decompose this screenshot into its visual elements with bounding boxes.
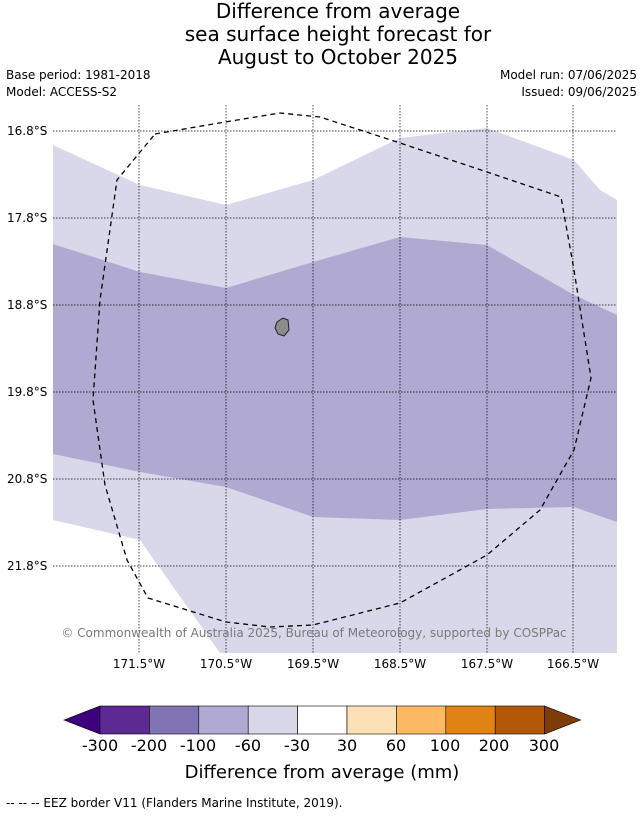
island-landmass: [274, 317, 290, 337]
meta-right: Model run: 07/06/2025 Issued: 09/06/2025: [500, 67, 637, 101]
colorbar-tick-label: -60: [234, 736, 262, 755]
colorbar-tick-label: 30: [336, 736, 358, 755]
colorbar-tick-label: -100: [179, 736, 217, 755]
map-title: Difference from average sea surface heig…: [0, 0, 644, 69]
colorbar-tick-label: 200: [478, 736, 510, 755]
colorbar-extend-low: [63, 705, 101, 735]
lon-label: 168.5°W: [373, 657, 427, 671]
issued-date: Issued: 09/06/2025: [521, 85, 637, 99]
band-medium-negative: [53, 237, 617, 522]
colorbar-tick-label: -200: [130, 736, 168, 755]
title-line-1: Difference from average: [215, 0, 461, 23]
lat-label: 18.8°S: [7, 298, 48, 312]
eez-border: [92, 112, 592, 628]
title-line-3: August to October 2025: [217, 45, 459, 69]
colorbar-segments: [63, 705, 582, 735]
lon-label: 167.5°W: [460, 657, 514, 671]
colorbar-extend-high: [544, 705, 582, 735]
colorbar-tick-label: 300: [528, 736, 560, 755]
lat-gridlines: [53, 130, 617, 567]
title-line-2: sea surface height forecast for: [184, 22, 492, 46]
lat-label: 17.8°S: [7, 211, 48, 225]
base-period: Base period: 1981-2018: [6, 68, 151, 82]
lon-label: 171.5°W: [112, 657, 166, 671]
meta-left: Base period: 1981-2018 Model: ACCESS-S2: [6, 67, 151, 101]
colorbar-tick-label: -300: [81, 736, 119, 755]
colorbar-segment: [247, 705, 298, 735]
colorbar-segment: [494, 705, 545, 735]
lon-gridlines: [138, 105, 574, 653]
lat-label: 19.8°S: [7, 385, 48, 399]
colorbar-segment: [297, 705, 348, 735]
lon-label: 166.5°W: [546, 657, 600, 671]
model-run: Model run: 07/06/2025: [499, 68, 637, 82]
colorbar-segment: [346, 705, 397, 735]
colorbar-segment: [99, 705, 150, 735]
lon-label: 170.5°W: [199, 657, 253, 671]
colorbar-segment: [149, 705, 200, 735]
lat-label: 21.8°S: [7, 559, 48, 573]
copyright-text: © Commonwealth of Australia 2025, Bureau…: [61, 626, 567, 640]
colorbar-segment: [396, 705, 447, 735]
colorbar-tick-label: 60: [385, 736, 407, 755]
lat-label: 16.8°S: [7, 124, 48, 138]
model-name: Model: ACCESS-S2: [6, 85, 118, 99]
eez-footnote: -- -- -- EEZ border V11 (Flanders Marine…: [6, 796, 343, 810]
lat-label: 20.8°S: [7, 472, 48, 486]
colorbar-segment: [445, 705, 496, 735]
lon-label: 169.5°W: [286, 657, 340, 671]
colorbar-segment: [198, 705, 249, 735]
colorbar-title: Difference from average (mm): [184, 762, 460, 783]
colorbar-tick-label: -30: [283, 736, 311, 755]
colorbar-tick-label: 100: [429, 736, 461, 755]
